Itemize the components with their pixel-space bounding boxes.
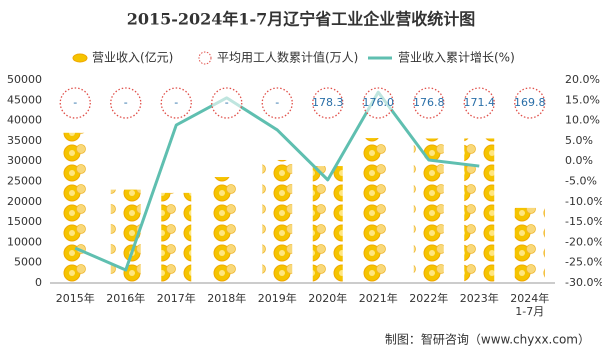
y-tick-label: 0 — [35, 276, 42, 289]
y-tick-label: 10000 — [7, 235, 42, 248]
bar — [312, 166, 343, 283]
y2-tick-label: 10.0% — [565, 114, 600, 127]
bar — [262, 159, 293, 283]
label-circle — [211, 87, 243, 119]
data-label: 176.0 — [363, 96, 395, 109]
bar — [363, 138, 394, 283]
data-label: - — [174, 96, 178, 109]
legend-label: 营业收入(亿元) — [92, 50, 173, 65]
data-label: - — [275, 96, 279, 109]
y2-tick-label: -5.0% — [565, 175, 597, 188]
y-tick-label: 20000 — [7, 195, 42, 208]
y-tick-label: 35000 — [7, 134, 42, 147]
chart-title: 2015-2024年1-7月辽宁省工业企业营收统计图 — [127, 10, 476, 29]
source: 制图：智研咨询（www.chyxx.com） — [385, 332, 590, 347]
line — [74, 90, 480, 272]
label-circle — [110, 87, 142, 119]
x-tick-label: 2022年 — [409, 292, 449, 305]
y2-tick-label: -30.0% — [565, 276, 602, 289]
legend-label: 平均用工人数累计值(万人) — [217, 50, 358, 65]
legend-label: 营业收入累计增长(%) — [398, 51, 515, 65]
bar — [464, 138, 495, 283]
y2-tick-label: 0.0% — [565, 154, 593, 167]
x-tick-label: 2015年 — [55, 292, 95, 305]
x-tick-label: 2023年 — [459, 292, 499, 305]
y-tick-label: 5000 — [14, 256, 42, 269]
y-tick-label: 15000 — [7, 215, 42, 228]
data-label: 178.3 — [312, 96, 344, 109]
data-label: 169.8 — [514, 96, 546, 109]
data-label: - — [225, 96, 229, 109]
label-circle — [514, 87, 546, 119]
label-circle — [463, 87, 495, 119]
x-tick-label: 2018年 — [207, 292, 247, 305]
x-tick-label: 2020年 — [308, 292, 348, 305]
y-tick-label: 40000 — [7, 114, 42, 127]
y2-tick-label: 20.0% — [565, 73, 600, 86]
y2-tick-label: -20.0% — [565, 235, 602, 248]
label-circle — [312, 87, 344, 119]
data-label: 171.4 — [464, 96, 496, 109]
data-label: 176.8 — [413, 96, 445, 109]
y2-tick-label: 15.0% — [565, 93, 600, 106]
bar — [211, 177, 242, 283]
y2-tick-label: 5.0% — [565, 134, 593, 147]
x-tick-label: 2021年 — [358, 292, 398, 305]
y-tick-label: 25000 — [7, 175, 42, 188]
label-circle — [413, 87, 445, 119]
bar — [161, 192, 192, 283]
x-tick-label: 2017年 — [156, 292, 196, 305]
y2-tick-label: -10.0% — [565, 195, 602, 208]
data-label: - — [124, 96, 128, 109]
legend-symbol — [72, 53, 88, 63]
x-tick-label: 2019年 — [257, 292, 297, 305]
y-tick-label: 45000 — [7, 93, 42, 106]
label-circle — [59, 87, 91, 119]
bar — [514, 207, 545, 283]
data-label: - — [73, 96, 77, 109]
x-tick-label: 2024年1-7月 — [510, 292, 550, 318]
bar — [60, 132, 91, 283]
label-circle — [362, 87, 394, 119]
y2-tick-label: -15.0% — [565, 215, 602, 228]
legend-symbol — [198, 51, 212, 65]
y-tick-label: 30000 — [7, 154, 42, 167]
y-tick-label: 50000 — [7, 73, 42, 86]
x-tick-label: 2016年 — [106, 292, 146, 305]
label-circle — [261, 87, 293, 119]
y2-tick-label: -25.0% — [565, 256, 602, 269]
label-circle — [160, 87, 192, 119]
